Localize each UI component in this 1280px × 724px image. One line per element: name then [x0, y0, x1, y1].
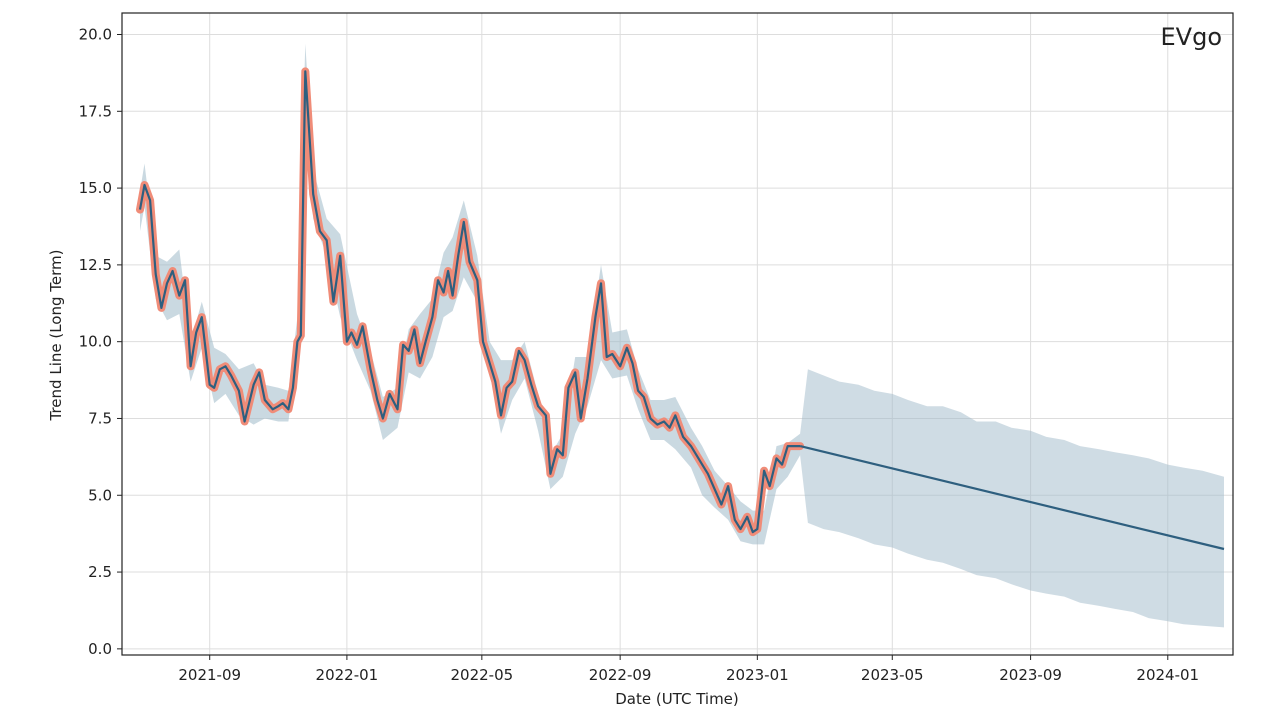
x-tick-label: 2023-05: [861, 666, 924, 684]
x-tick-label: 2022-09: [589, 666, 652, 684]
historical-band: [140, 43, 801, 545]
grid: [122, 13, 1233, 655]
y-tick-label: 17.5: [79, 102, 112, 120]
x-tick-label: 2022-05: [450, 666, 513, 684]
series: [136, 67, 1225, 551]
forecast-trend-line: [799, 445, 1225, 551]
y-tick-label: 7.5: [88, 409, 112, 427]
x-tick-label: 2024-01: [1136, 666, 1199, 684]
y-tick-label: 20.0: [79, 26, 112, 44]
plot-frame: [121, 12, 1234, 656]
y-tick-label: 10.0: [79, 333, 112, 351]
y-tick-label: 0.0: [88, 640, 112, 658]
x-tick-label: 2023-01: [726, 666, 789, 684]
x-tick-label: 2022-01: [316, 666, 379, 684]
y-tick-label: 5.0: [88, 486, 112, 504]
tick-labels: 2021-09 2022-01 2022-05 2022-09 2023-01 2023-…: [79, 26, 1200, 684]
y-axis-label: Trend Line (Long Term): [47, 250, 65, 422]
x-tick-label: 2023-09: [999, 666, 1062, 684]
axes: [117, 12, 1234, 660]
x-tick-label: 2021-09: [178, 666, 241, 684]
y-tick-label: 2.5: [88, 563, 112, 581]
y-tick-label: 15.0: [79, 179, 112, 197]
historical-trend-line: [138, 70, 801, 534]
corner-label: EVgo: [1161, 23, 1223, 51]
y-tick-label: 12.5: [79, 256, 112, 274]
x-axis-label: Date (UTC Time): [615, 690, 739, 708]
